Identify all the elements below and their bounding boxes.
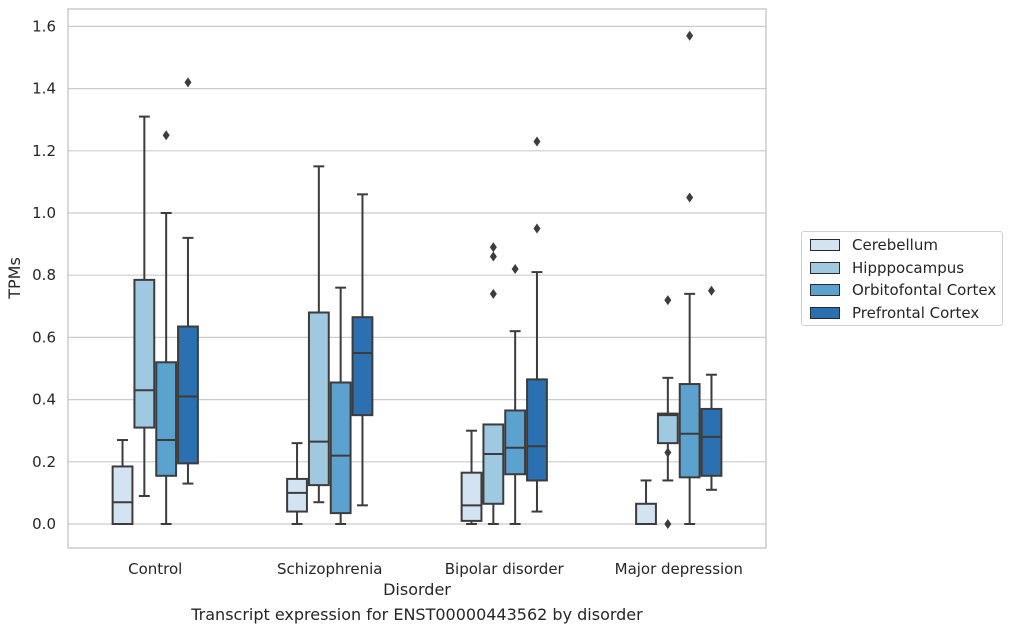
box-iqr <box>156 362 176 476</box>
box-iqr <box>658 414 678 444</box>
legend-item: Cerebellum <box>810 235 938 255</box>
box-iqr <box>527 379 547 480</box>
box-iqr <box>636 504 656 524</box>
legend-label: Hipppocampus <box>852 259 964 277</box>
box-iqr <box>287 479 307 512</box>
y-tick-label: 0.4 <box>32 391 56 409</box>
y-tick-label: 1.0 <box>32 204 56 222</box>
box-iqr <box>702 409 722 476</box>
box-iqr <box>178 327 198 464</box>
box-iqr <box>680 384 700 477</box>
y-tick-label: 0.2 <box>32 453 56 471</box>
box-iqr <box>134 280 154 428</box>
x-tick-label: Control <box>128 560 182 578</box>
y-tick-label: 1.6 <box>32 17 56 35</box>
box-iqr <box>113 466 133 524</box>
y-tick-label: 0.0 <box>32 515 56 533</box>
legend-item: Hipppocampus <box>810 258 964 278</box>
box-iqr <box>462 473 482 521</box>
y-tick-label: 1.4 <box>32 80 56 98</box>
x-tick-label: Schizophrenia <box>277 560 382 578</box>
legend-swatch <box>810 307 840 319</box>
x-axis-label: Disorder <box>383 580 451 599</box>
legend-item: Prefrontal Cortex <box>810 303 979 323</box>
legend-label: Cerebellum <box>852 236 938 254</box>
x-tick-labels: Control Schizophrenia Bipolar disorder Majo… <box>128 560 743 578</box>
box-iqr <box>505 410 525 474</box>
legend-item: Orbitofontal Cortex <box>810 280 996 300</box>
box-iqr <box>309 313 329 486</box>
y-tick-label: 0.8 <box>32 266 56 284</box>
y-tick-label: 1.2 <box>32 142 56 160</box>
legend: Cerebellum Hipppocampus Orbitofontal Corte… <box>801 231 1003 326</box>
box-iqr <box>483 424 503 503</box>
y-axis-label: TPMs <box>5 257 24 300</box>
x-tick-label: Bipolar disorder <box>445 560 565 578</box>
legend-swatch <box>810 239 840 251</box>
y-tick-labels: 0.0 0.2 0.4 0.6 0.8 1.0 1.2 1.4 1.6 <box>32 17 56 533</box>
x-tick-label: Major depression <box>615 560 743 578</box>
legend-swatch <box>810 284 840 296</box>
legend-swatch <box>810 262 840 274</box>
y-tick-label: 0.6 <box>32 328 56 346</box>
legend-label: Prefrontal Cortex <box>852 304 979 322</box>
box-iqr <box>331 382 351 513</box>
box-iqr <box>353 317 373 415</box>
chart-caption: Transcript expression for ENST0000044356… <box>0 605 834 624</box>
legend-label: Orbitofontal Cortex <box>852 281 996 299</box>
